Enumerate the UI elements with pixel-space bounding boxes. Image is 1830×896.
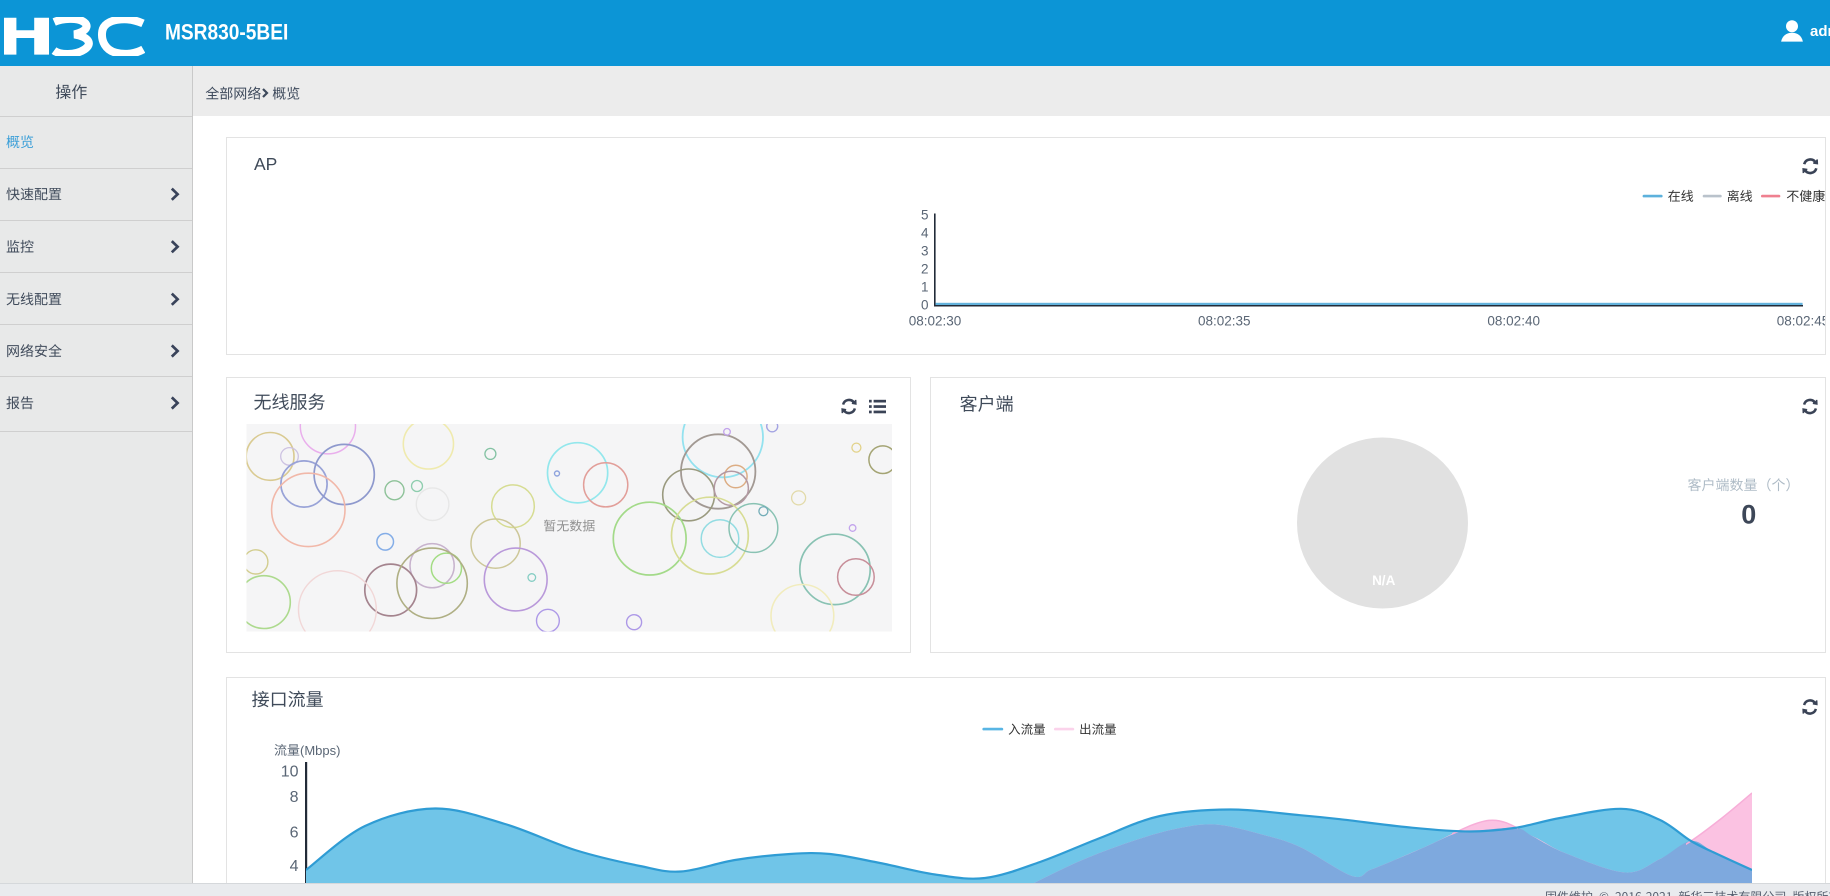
svg-text:4: 4 [921, 226, 929, 241]
svg-text:AP: AP [254, 154, 277, 174]
svg-text:(Mbps): (Mbps) [300, 743, 340, 758]
svg-text:6: 6 [290, 824, 299, 841]
svg-text:08:02:45: 08:02:45 [1777, 314, 1825, 329]
svg-text:MSR830-5BEI: MSR830-5BEI [165, 20, 288, 45]
svg-text:08:02:35: 08:02:35 [1198, 314, 1251, 329]
svg-text:8: 8 [290, 789, 299, 806]
svg-text:N/A: N/A [1372, 573, 1396, 588]
svg-text:5: 5 [921, 208, 929, 223]
svg-text:3: 3 [921, 244, 929, 259]
svg-text:1: 1 [921, 280, 929, 295]
svg-text:08:02:30: 08:02:30 [909, 314, 962, 329]
svg-text:10: 10 [281, 763, 299, 780]
svg-text:0: 0 [921, 298, 929, 313]
svg-text:0: 0 [1741, 499, 1756, 529]
svg-text:4: 4 [290, 858, 299, 875]
svg-text:08:02:40: 08:02:40 [1487, 314, 1540, 329]
svg-text:2: 2 [921, 262, 929, 277]
